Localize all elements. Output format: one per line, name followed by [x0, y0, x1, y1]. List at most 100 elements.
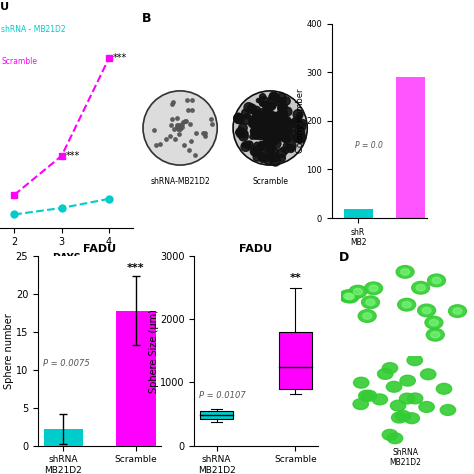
Point: [270, 95, 278, 102]
Point: [264, 103, 271, 111]
Point: [283, 118, 291, 126]
Point: [270, 92, 277, 100]
Point: [241, 109, 249, 117]
Point: [263, 124, 271, 131]
Point: [191, 129, 199, 137]
Point: [266, 149, 274, 157]
Text: P = 0.0075: P = 0.0075: [43, 359, 90, 368]
Point: [243, 113, 251, 120]
Text: Scramble: Scramble: [252, 177, 288, 186]
Circle shape: [346, 293, 355, 300]
Point: [296, 128, 303, 136]
Point: [257, 119, 264, 127]
Point: [269, 127, 276, 135]
Point: [273, 114, 281, 121]
Point: [152, 141, 160, 149]
Point: [297, 133, 305, 141]
Point: [245, 142, 252, 150]
Point: [270, 123, 277, 130]
Point: [240, 133, 247, 140]
Point: [282, 97, 290, 105]
Point: [167, 132, 174, 140]
Point: [275, 95, 283, 103]
Point: [251, 147, 259, 155]
FancyBboxPatch shape: [279, 332, 312, 389]
Point: [182, 118, 190, 125]
Point: [264, 124, 272, 132]
Point: [237, 130, 244, 138]
Point: [257, 119, 264, 127]
Point: [264, 128, 271, 135]
Text: ShRNA
MB21D2: ShRNA MB21D2: [389, 448, 421, 467]
Point: [180, 118, 187, 126]
Point: [240, 130, 248, 137]
Point: [267, 112, 275, 120]
Point: [259, 120, 267, 128]
Circle shape: [412, 282, 429, 294]
Circle shape: [400, 375, 415, 386]
Point: [208, 120, 215, 128]
Circle shape: [401, 269, 410, 275]
Point: [275, 99, 283, 107]
Point: [276, 111, 284, 118]
Point: [235, 116, 243, 123]
Point: [265, 123, 273, 131]
Point: [265, 126, 273, 133]
Point: [237, 128, 245, 136]
Point: [235, 114, 242, 122]
Point: [170, 125, 178, 133]
Point: [258, 149, 265, 156]
Circle shape: [429, 319, 438, 326]
Point: [259, 154, 267, 162]
Point: [264, 124, 271, 131]
Point: [281, 112, 289, 120]
Point: [178, 123, 186, 130]
Point: [292, 135, 300, 142]
Point: [174, 126, 182, 133]
Point: [292, 134, 300, 142]
Point: [263, 100, 270, 108]
Point: [269, 115, 276, 122]
Point: [288, 123, 295, 130]
Circle shape: [378, 368, 393, 379]
Point: [265, 156, 273, 164]
Point: [242, 143, 249, 150]
Point: [260, 124, 267, 132]
Point: [296, 135, 304, 142]
Point: [272, 154, 279, 161]
Point: [287, 145, 295, 152]
Point: [266, 124, 274, 132]
Point: [254, 126, 261, 134]
Point: [278, 102, 286, 110]
Point: [255, 121, 262, 128]
Point: [264, 129, 271, 137]
Point: [157, 140, 164, 147]
Point: [260, 97, 267, 105]
Circle shape: [354, 289, 362, 295]
Circle shape: [395, 410, 411, 421]
Point: [283, 117, 291, 125]
Point: [248, 117, 255, 124]
Text: **: **: [290, 273, 301, 283]
Point: [273, 125, 280, 132]
Point: [287, 142, 295, 150]
Circle shape: [362, 296, 380, 309]
Circle shape: [233, 91, 307, 165]
Point: [167, 122, 175, 129]
Circle shape: [398, 298, 416, 311]
Point: [268, 129, 275, 137]
Text: Scramble: Scramble: [1, 56, 37, 65]
Point: [285, 133, 293, 141]
Point: [272, 124, 279, 132]
Point: [295, 112, 302, 120]
Point: [255, 123, 263, 130]
Point: [162, 135, 170, 142]
Point: [278, 132, 286, 139]
Point: [283, 135, 290, 142]
Point: [269, 132, 277, 139]
Point: [264, 121, 272, 128]
Point: [247, 106, 255, 114]
Point: [298, 123, 305, 130]
Point: [281, 108, 288, 116]
Point: [274, 122, 282, 129]
